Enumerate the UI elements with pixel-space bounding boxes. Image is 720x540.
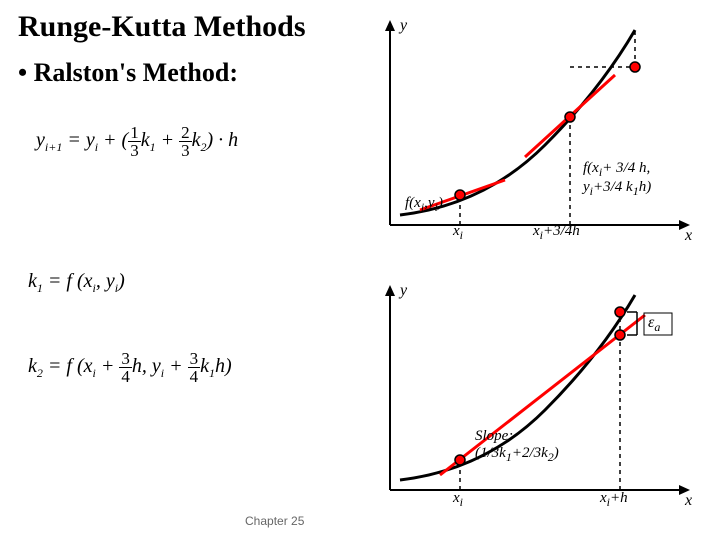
plot2-xi: xi bbox=[453, 490, 463, 510]
p1-fx1: f(x bbox=[405, 195, 421, 211]
p1-xi34e: +3/4h bbox=[543, 223, 580, 239]
eq3-f1n: 3 bbox=[119, 350, 132, 368]
eq3-h: h, y bbox=[132, 355, 161, 377]
p1-xi34: x bbox=[533, 223, 540, 239]
point2-3 bbox=[615, 307, 625, 317]
eq1-y: y bbox=[36, 129, 45, 151]
point-2 bbox=[565, 112, 575, 122]
eq3-f2n: 3 bbox=[188, 350, 201, 368]
plot-2: y x xi xi+h Slope: (1/3k1+2/3k2) εa bbox=[345, 280, 705, 510]
equation-main: yi+1 = yi + (13k1 + 23k2) · h bbox=[28, 120, 246, 163]
p1-f34b: y bbox=[583, 179, 590, 195]
y-arrow-2 bbox=[385, 285, 395, 296]
p2-xi: x bbox=[453, 490, 460, 506]
eq1-frac2: 23 bbox=[179, 124, 192, 159]
p1-xis: i bbox=[460, 228, 463, 242]
eq3-frac1: 34 bbox=[119, 350, 132, 385]
point2-1 bbox=[455, 455, 465, 465]
p2-sl2: (1/3k bbox=[475, 445, 506, 461]
point-3 bbox=[630, 62, 640, 72]
plot-1-svg bbox=[345, 15, 705, 245]
point2-2 bbox=[615, 330, 625, 340]
plot1-fxi: f(xi,yi) bbox=[405, 195, 443, 215]
eq3-k: k bbox=[28, 355, 37, 377]
eq1-end: ) · h bbox=[206, 129, 238, 151]
equation-k2: k2 = f (xi + 34h, yi + 34k1h) bbox=[28, 350, 232, 385]
eq1-m2: + ( bbox=[98, 129, 128, 151]
p1-fx1e: ) bbox=[438, 195, 443, 211]
eq1-f1d: 3 bbox=[128, 142, 141, 159]
eq1-k1: k bbox=[141, 129, 150, 151]
y-arrow bbox=[385, 20, 395, 31]
plot1-xlabel: x bbox=[685, 227, 692, 245]
eq3-f1d: 4 bbox=[119, 368, 132, 385]
plot2-ea: εa bbox=[648, 314, 660, 335]
plot2-ylabel: y bbox=[400, 282, 407, 300]
eq1-f2n: 2 bbox=[179, 124, 192, 142]
eq2-m: = f (x bbox=[43, 270, 93, 292]
equation-k1: k1 = f (xi, yi) bbox=[28, 270, 125, 296]
plot-1: y x f(xi,yi) xi xi+3/4h f(xi+ 3/4 h, yi+… bbox=[345, 15, 705, 245]
eq3-p2: + bbox=[164, 355, 188, 377]
plot1-ylabel: y bbox=[400, 17, 407, 35]
p1-f34be: +3/4 k bbox=[593, 179, 633, 195]
eq3-k1: k bbox=[200, 355, 209, 377]
p2-sl1: Slope: bbox=[475, 428, 513, 444]
p1-fx1m: ,y bbox=[424, 195, 434, 211]
eq1-sub1: i+1 bbox=[45, 140, 62, 154]
eq3-p1: + bbox=[96, 355, 120, 377]
p2-sl2m: +2/3k bbox=[512, 445, 548, 461]
plot1-xi: xi bbox=[453, 223, 463, 243]
p1-f34ae: + 3/4 h, bbox=[602, 160, 650, 176]
eq1-f2d: 3 bbox=[179, 142, 192, 159]
eq3-e: h) bbox=[215, 355, 232, 377]
eq2-e: ) bbox=[118, 270, 125, 292]
eq1-plus: + bbox=[156, 129, 180, 151]
chapter-label: Chapter 25 bbox=[245, 514, 304, 528]
eq1-frac1: 13 bbox=[128, 124, 141, 159]
plot1-xi34: xi+3/4h bbox=[533, 223, 580, 243]
p2-xis: i bbox=[460, 495, 463, 509]
eq3-f2d: 4 bbox=[188, 368, 201, 385]
page-title: Runge-Kutta Methods bbox=[18, 10, 306, 44]
p1-xi: x bbox=[453, 223, 460, 239]
eq1-f1n: 1 bbox=[128, 124, 141, 142]
plot1-fx34: f(xi+ 3/4 h, yi+3/4 k1h) bbox=[583, 160, 651, 198]
plot2-slope: Slope: (1/3k1+2/3k2) bbox=[475, 428, 559, 464]
eq3-frac2: 34 bbox=[188, 350, 201, 385]
point-1 bbox=[455, 190, 465, 200]
eq1-m1: = y bbox=[62, 129, 94, 151]
p2-xih: x bbox=[600, 490, 607, 506]
eq2-c: , y bbox=[96, 270, 115, 292]
p2-xihe: +h bbox=[610, 490, 628, 506]
subtitle: • Ralston's Method: bbox=[18, 58, 238, 88]
eq3-m1: = f (x bbox=[43, 355, 93, 377]
p1-f34be2: h) bbox=[639, 179, 652, 195]
p2-eas: a bbox=[654, 320, 660, 334]
plot2-xlabel: x bbox=[685, 492, 692, 510]
plot2-xih: xi+h bbox=[600, 490, 628, 510]
eq2-k: k bbox=[28, 270, 37, 292]
p1-f34a: f(x bbox=[583, 160, 599, 176]
p2-sl2e: ) bbox=[554, 445, 559, 461]
